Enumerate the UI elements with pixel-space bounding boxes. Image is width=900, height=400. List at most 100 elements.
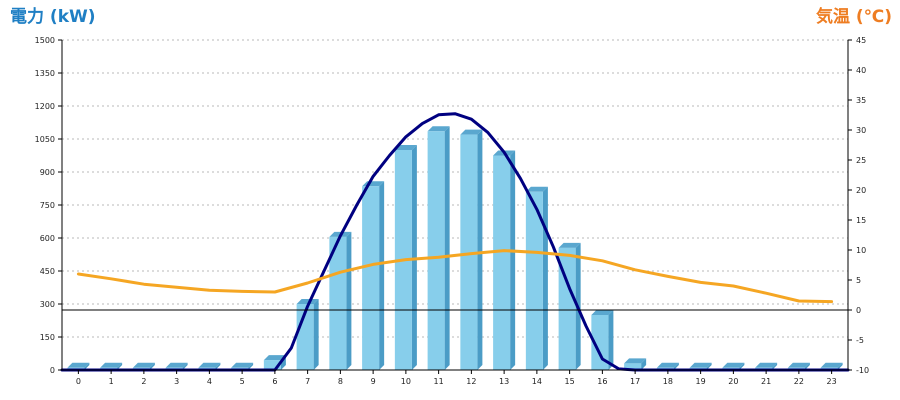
bar-top bbox=[525, 186, 548, 192]
right-tick-label: -5 bbox=[856, 336, 864, 345]
left-tick-label: 1200 bbox=[35, 102, 55, 111]
x-tick-label: 3 bbox=[174, 377, 179, 386]
x-tick-label: 21 bbox=[761, 377, 771, 386]
bar-front bbox=[525, 191, 543, 370]
left-tick-label: 0 bbox=[50, 366, 55, 375]
right-tick-label: 35 bbox=[856, 96, 866, 105]
bar-side bbox=[313, 299, 319, 370]
x-tick-label: 9 bbox=[371, 377, 376, 386]
right-tick-label: 10 bbox=[856, 246, 866, 255]
bar-front bbox=[591, 315, 609, 370]
x-tick-label: 18 bbox=[663, 377, 673, 386]
x-tick-label: 15 bbox=[565, 377, 575, 386]
left-tick-label: 1050 bbox=[35, 135, 55, 144]
x-tick-label: 14 bbox=[532, 377, 542, 386]
bar-side bbox=[477, 129, 483, 370]
x-tick-label: 20 bbox=[728, 377, 738, 386]
bar-side bbox=[182, 362, 188, 370]
x-tick-label: 2 bbox=[141, 377, 146, 386]
right-tick-label: -10 bbox=[856, 366, 869, 375]
gridlines bbox=[62, 39, 848, 338]
bar-top bbox=[558, 242, 581, 248]
bar-side bbox=[149, 362, 155, 370]
bar-side bbox=[346, 231, 352, 370]
bar-top bbox=[591, 310, 614, 315]
left-tick-label: 1500 bbox=[35, 36, 55, 45]
x-tick-label: 19 bbox=[696, 377, 706, 386]
bar bbox=[525, 186, 548, 370]
bar-front bbox=[263, 360, 281, 370]
x-tick-label: 10 bbox=[401, 377, 411, 386]
x-tick-label: 8 bbox=[338, 377, 343, 386]
x-tick-label: 4 bbox=[207, 377, 212, 386]
bar-top bbox=[722, 362, 745, 368]
bar bbox=[394, 145, 417, 370]
bar-top bbox=[689, 362, 712, 368]
axes bbox=[58, 39, 852, 374]
left-tick-label: 300 bbox=[40, 300, 55, 309]
bar-side bbox=[804, 362, 810, 370]
left-tick-label: 1350 bbox=[35, 69, 55, 78]
bar-side bbox=[215, 362, 221, 370]
x-tick-label: 22 bbox=[794, 377, 804, 386]
x-tick-label: 11 bbox=[434, 377, 444, 386]
bar-top bbox=[656, 362, 679, 368]
bar-top bbox=[100, 362, 123, 368]
bar bbox=[362, 181, 385, 370]
bar-top bbox=[198, 362, 221, 368]
x-tick-label: 13 bbox=[499, 377, 509, 386]
bar bbox=[427, 126, 450, 370]
left-tick-label: 450 bbox=[40, 267, 55, 276]
bar-front bbox=[427, 131, 445, 370]
left-tick-label: 150 bbox=[40, 333, 55, 342]
bar-top bbox=[67, 362, 90, 368]
right-tick-label: 5 bbox=[856, 276, 861, 285]
bar bbox=[329, 231, 352, 370]
right-tick-label: 0 bbox=[856, 306, 861, 315]
bar-top bbox=[231, 362, 254, 368]
bar-top bbox=[755, 362, 778, 368]
bar-top bbox=[427, 126, 450, 132]
bar-top bbox=[165, 362, 188, 368]
bar-side bbox=[248, 362, 254, 370]
x-tick-label: 16 bbox=[597, 377, 607, 386]
right-tick-label: 45 bbox=[856, 36, 866, 45]
bar bbox=[460, 129, 483, 370]
bar-top bbox=[132, 362, 155, 368]
bar-top bbox=[394, 145, 417, 150]
bar-front bbox=[624, 363, 642, 370]
bar-top bbox=[263, 355, 286, 361]
bar bbox=[493, 150, 516, 370]
bar-top bbox=[820, 362, 843, 368]
bar-side bbox=[739, 362, 745, 370]
bar-side bbox=[673, 362, 679, 370]
bar bbox=[591, 310, 614, 370]
bar-side bbox=[837, 362, 843, 370]
right-axis-title: 気温 (℃) bbox=[815, 6, 892, 27]
tick-labels: 01503004506007509001050120013501500-10-5… bbox=[35, 36, 869, 386]
bar-front bbox=[558, 247, 576, 370]
bar-front bbox=[460, 134, 478, 370]
x-tick-label: 7 bbox=[305, 377, 310, 386]
power-curve-line bbox=[60, 112, 850, 372]
bar-side bbox=[542, 186, 548, 370]
x-tick-label: 1 bbox=[109, 377, 114, 386]
bar-front bbox=[329, 236, 347, 370]
bar-side bbox=[84, 362, 90, 370]
bar-series bbox=[67, 126, 843, 370]
bar-front bbox=[362, 186, 380, 370]
line-series bbox=[60, 112, 850, 372]
temperature-line bbox=[76, 249, 834, 304]
bar bbox=[624, 358, 647, 370]
right-tick-label: 15 bbox=[856, 216, 866, 225]
x-tick-label: 17 bbox=[630, 377, 640, 386]
left-axis-title: 電力 (kW) bbox=[10, 6, 96, 27]
x-tick-label: 6 bbox=[272, 377, 277, 386]
bar-side bbox=[510, 150, 516, 370]
x-tick-label: 0 bbox=[76, 377, 81, 386]
right-tick-label: 30 bbox=[856, 126, 866, 135]
right-tick-label: 20 bbox=[856, 186, 866, 195]
bar-side bbox=[608, 310, 614, 370]
bar-top bbox=[460, 129, 483, 135]
